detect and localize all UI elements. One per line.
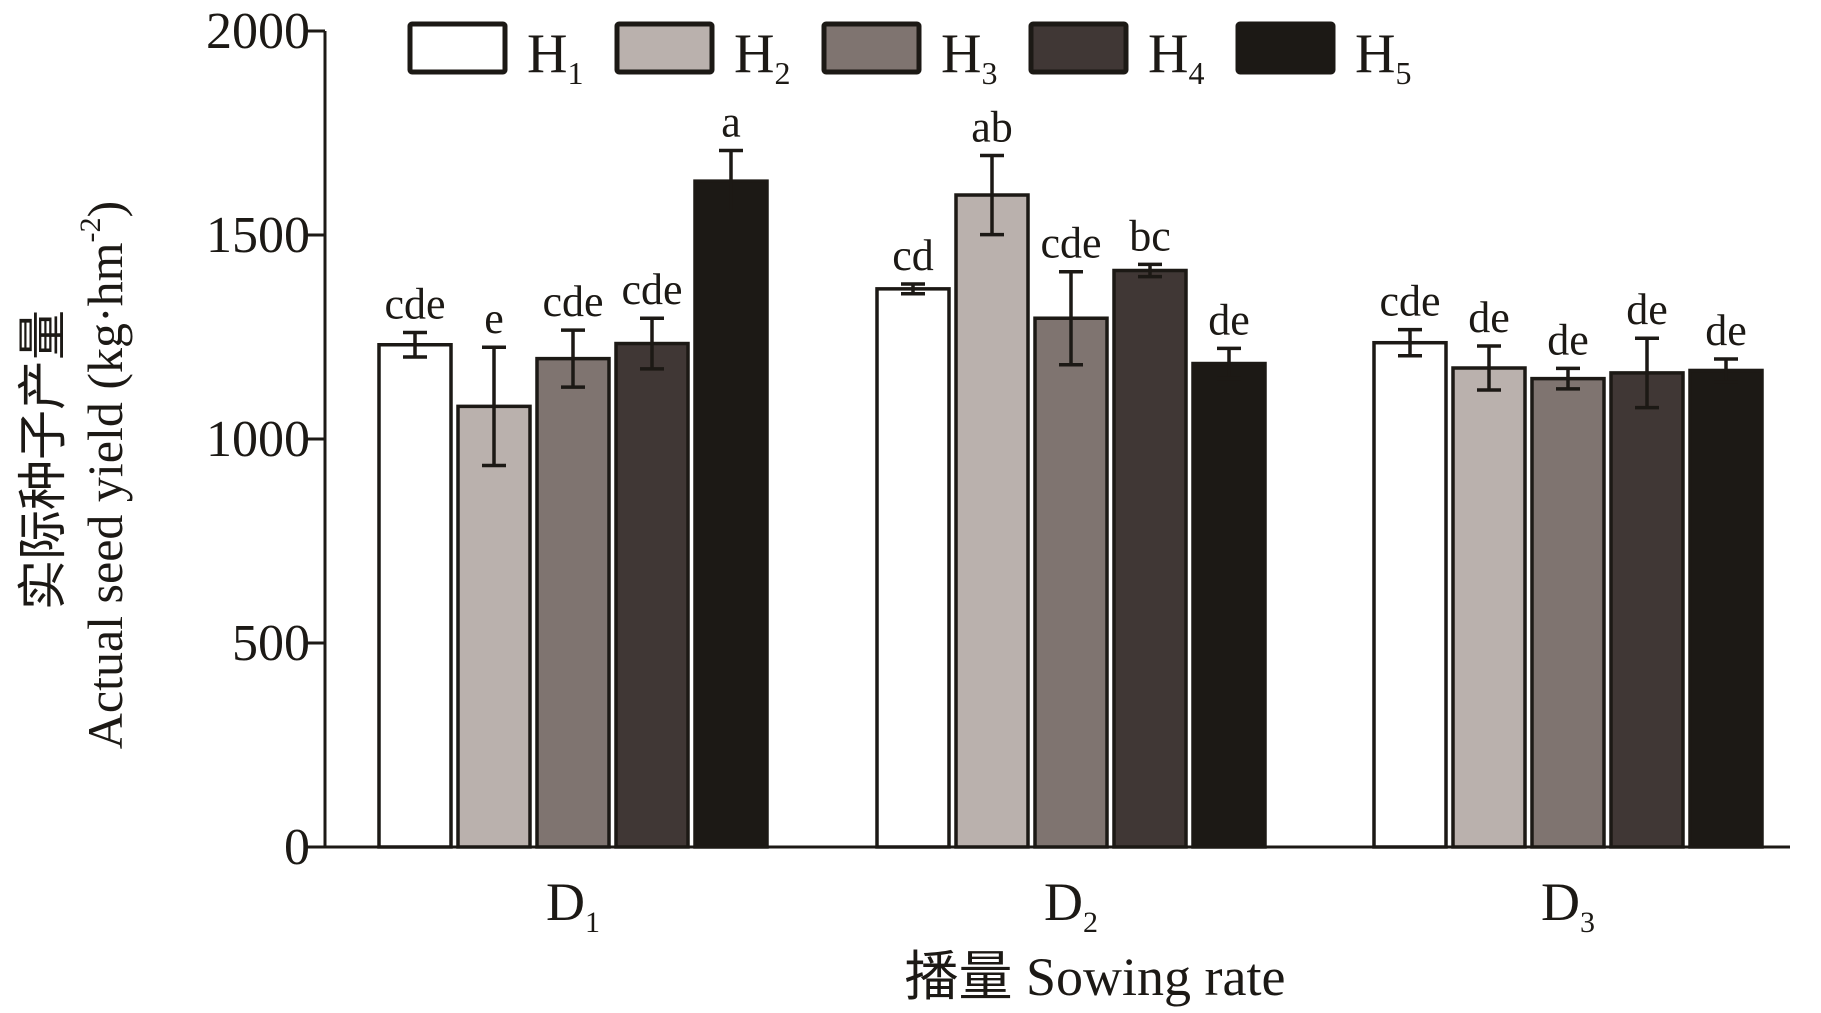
legend-swatch xyxy=(407,21,508,75)
legend-swatch xyxy=(1235,21,1336,75)
y-axis-label-cn: 实际种子产量 xyxy=(15,310,71,610)
y-axis-label: 实际种子产量 Actual seed yield (kg·hm-2) xyxy=(15,201,133,749)
significance-letter: de xyxy=(1705,306,1747,355)
bar-H1-2 xyxy=(1372,340,1448,849)
legend-swatch xyxy=(1028,21,1129,75)
bar-H3-0 xyxy=(535,356,611,849)
significance-letter: bc xyxy=(1129,211,1171,260)
legend-label: H5 xyxy=(1355,23,1411,91)
x-axis-label: 播量 Sowing rate xyxy=(905,947,1286,1007)
significance-letter: ab xyxy=(971,102,1013,151)
legend-swatch xyxy=(614,21,715,75)
legend-label: H3 xyxy=(941,23,997,91)
significance-letter: a xyxy=(721,98,741,147)
bar-H3-1 xyxy=(1033,316,1109,849)
y-tick-label: 1500 xyxy=(206,207,310,264)
y-tick-label: 500 xyxy=(232,615,310,672)
x-tick-label: D2 xyxy=(1044,872,1098,939)
y-tick-label: 1000 xyxy=(206,411,310,468)
bar-H5-1 xyxy=(1191,361,1267,849)
significance-letter: cde xyxy=(621,265,682,314)
bar-H2-1 xyxy=(954,193,1030,849)
legend-label: H2 xyxy=(734,23,790,91)
significance-letter: cd xyxy=(892,231,934,280)
significance-letter: de xyxy=(1547,315,1589,364)
significance-letter: cde xyxy=(384,280,445,329)
x-tick-label: D1 xyxy=(546,872,600,939)
x-tick-label: D3 xyxy=(1541,872,1595,939)
significance-letter: e xyxy=(484,294,504,343)
bar-H4-2 xyxy=(1609,371,1685,849)
legend-label: H4 xyxy=(1148,23,1204,91)
bar-H1-1 xyxy=(875,287,951,849)
significance-letter: cde xyxy=(1040,219,1101,268)
bar-H1-0 xyxy=(377,343,453,849)
significance-letter: de xyxy=(1626,285,1668,334)
bar-H4-1 xyxy=(1112,268,1188,849)
significance-letter: cde xyxy=(542,277,603,326)
legend-label: H1 xyxy=(527,23,583,91)
bar-H5-0 xyxy=(693,179,769,849)
y-tick-label: 0 xyxy=(284,819,310,876)
bar-H4-0 xyxy=(614,341,690,849)
significance-letter: de xyxy=(1208,295,1250,344)
significance-letter: cde xyxy=(1379,277,1440,326)
bar-H2-2 xyxy=(1451,366,1527,849)
significance-letter: de xyxy=(1468,293,1510,342)
y-axis-label-en: Actual seed yield (kg·hm-2) xyxy=(74,201,133,749)
legend-swatch xyxy=(821,21,922,75)
bar-H2-0 xyxy=(456,404,532,849)
y-tick-label: 2000 xyxy=(206,3,310,60)
bar-H5-2 xyxy=(1688,368,1764,849)
bar-H3-2 xyxy=(1530,376,1606,849)
